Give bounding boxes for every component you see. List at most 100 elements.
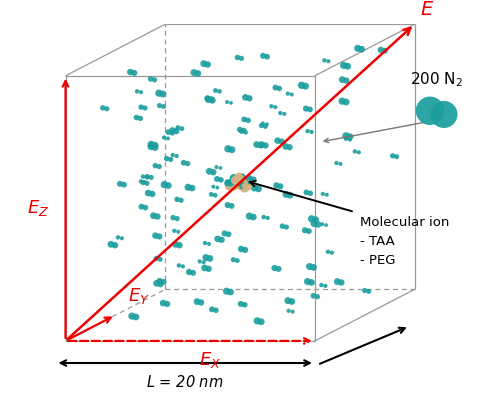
Point (139, 179, 147, 186)
Point (276, 110, 284, 116)
Point (302, 106, 310, 112)
Point (304, 279, 312, 285)
Point (358, 46, 366, 52)
Point (381, 48, 389, 54)
Point (168, 152, 176, 158)
Point (172, 153, 180, 159)
Point (253, 318, 261, 324)
Point (200, 60, 207, 67)
Point (338, 279, 345, 286)
Point (206, 255, 214, 262)
Text: $E_Z$: $E_Z$ (27, 198, 49, 218)
Point (318, 282, 326, 288)
Point (284, 297, 292, 304)
Point (288, 309, 296, 315)
Point (240, 127, 248, 134)
Point (152, 280, 160, 286)
Point (346, 137, 354, 143)
Point (242, 129, 250, 136)
Point (314, 221, 322, 228)
Point (211, 192, 219, 199)
Point (202, 255, 210, 261)
Point (282, 191, 290, 197)
Point (302, 189, 310, 195)
Point (227, 100, 235, 106)
Point (224, 146, 232, 152)
Point (237, 179, 245, 186)
Point (137, 89, 145, 95)
Point (207, 191, 215, 197)
Point (174, 125, 182, 131)
Point (142, 204, 150, 211)
Point (185, 269, 193, 275)
Point (156, 281, 164, 287)
Point (236, 179, 244, 186)
Point (194, 70, 202, 76)
Point (284, 308, 292, 314)
Point (230, 175, 237, 181)
Point (232, 175, 240, 181)
Point (242, 180, 250, 186)
Point (152, 162, 160, 169)
Point (250, 177, 258, 183)
Point (264, 215, 272, 221)
Point (238, 55, 246, 61)
Point (227, 178, 235, 185)
Point (240, 302, 248, 308)
Point (312, 217, 320, 223)
Point (360, 287, 368, 294)
Point (138, 204, 145, 210)
Point (268, 103, 276, 110)
Point (342, 136, 350, 142)
Point (147, 141, 155, 148)
Point (189, 270, 197, 276)
Point (240, 116, 248, 123)
Point (259, 53, 267, 59)
Point (246, 175, 254, 182)
Point (322, 222, 330, 228)
Point (118, 235, 126, 242)
Point (260, 214, 268, 220)
Point (163, 301, 171, 307)
Point (148, 174, 156, 180)
Point (160, 182, 168, 188)
Point (208, 96, 216, 102)
Point (308, 279, 316, 286)
Point (272, 84, 280, 91)
Point (151, 142, 159, 149)
Point (232, 177, 239, 184)
Point (166, 156, 174, 163)
Point (236, 180, 244, 186)
Point (170, 228, 178, 234)
Point (225, 184, 233, 190)
Point (310, 220, 318, 227)
Point (224, 180, 232, 186)
Point (197, 299, 205, 306)
Point (193, 298, 201, 305)
Point (184, 184, 192, 190)
Point (201, 240, 209, 246)
Point (310, 264, 318, 271)
Point (355, 149, 363, 156)
Point (240, 183, 248, 190)
Point (208, 97, 216, 104)
Text: Molecular ion
- TAA
- PEG: Molecular ion - TAA - PEG (360, 216, 449, 267)
Point (231, 183, 239, 190)
Point (159, 300, 167, 306)
Point (242, 184, 250, 190)
Point (318, 221, 326, 227)
Point (159, 91, 167, 97)
Point (236, 184, 244, 190)
Point (151, 144, 159, 151)
Point (328, 249, 336, 256)
Point (147, 143, 155, 150)
Point (238, 182, 246, 189)
Point (160, 279, 168, 285)
Point (286, 192, 294, 198)
Point (259, 120, 267, 126)
Point (305, 228, 313, 234)
Point (152, 232, 160, 239)
Point (235, 178, 243, 185)
Point (190, 69, 198, 76)
Point (223, 99, 231, 105)
